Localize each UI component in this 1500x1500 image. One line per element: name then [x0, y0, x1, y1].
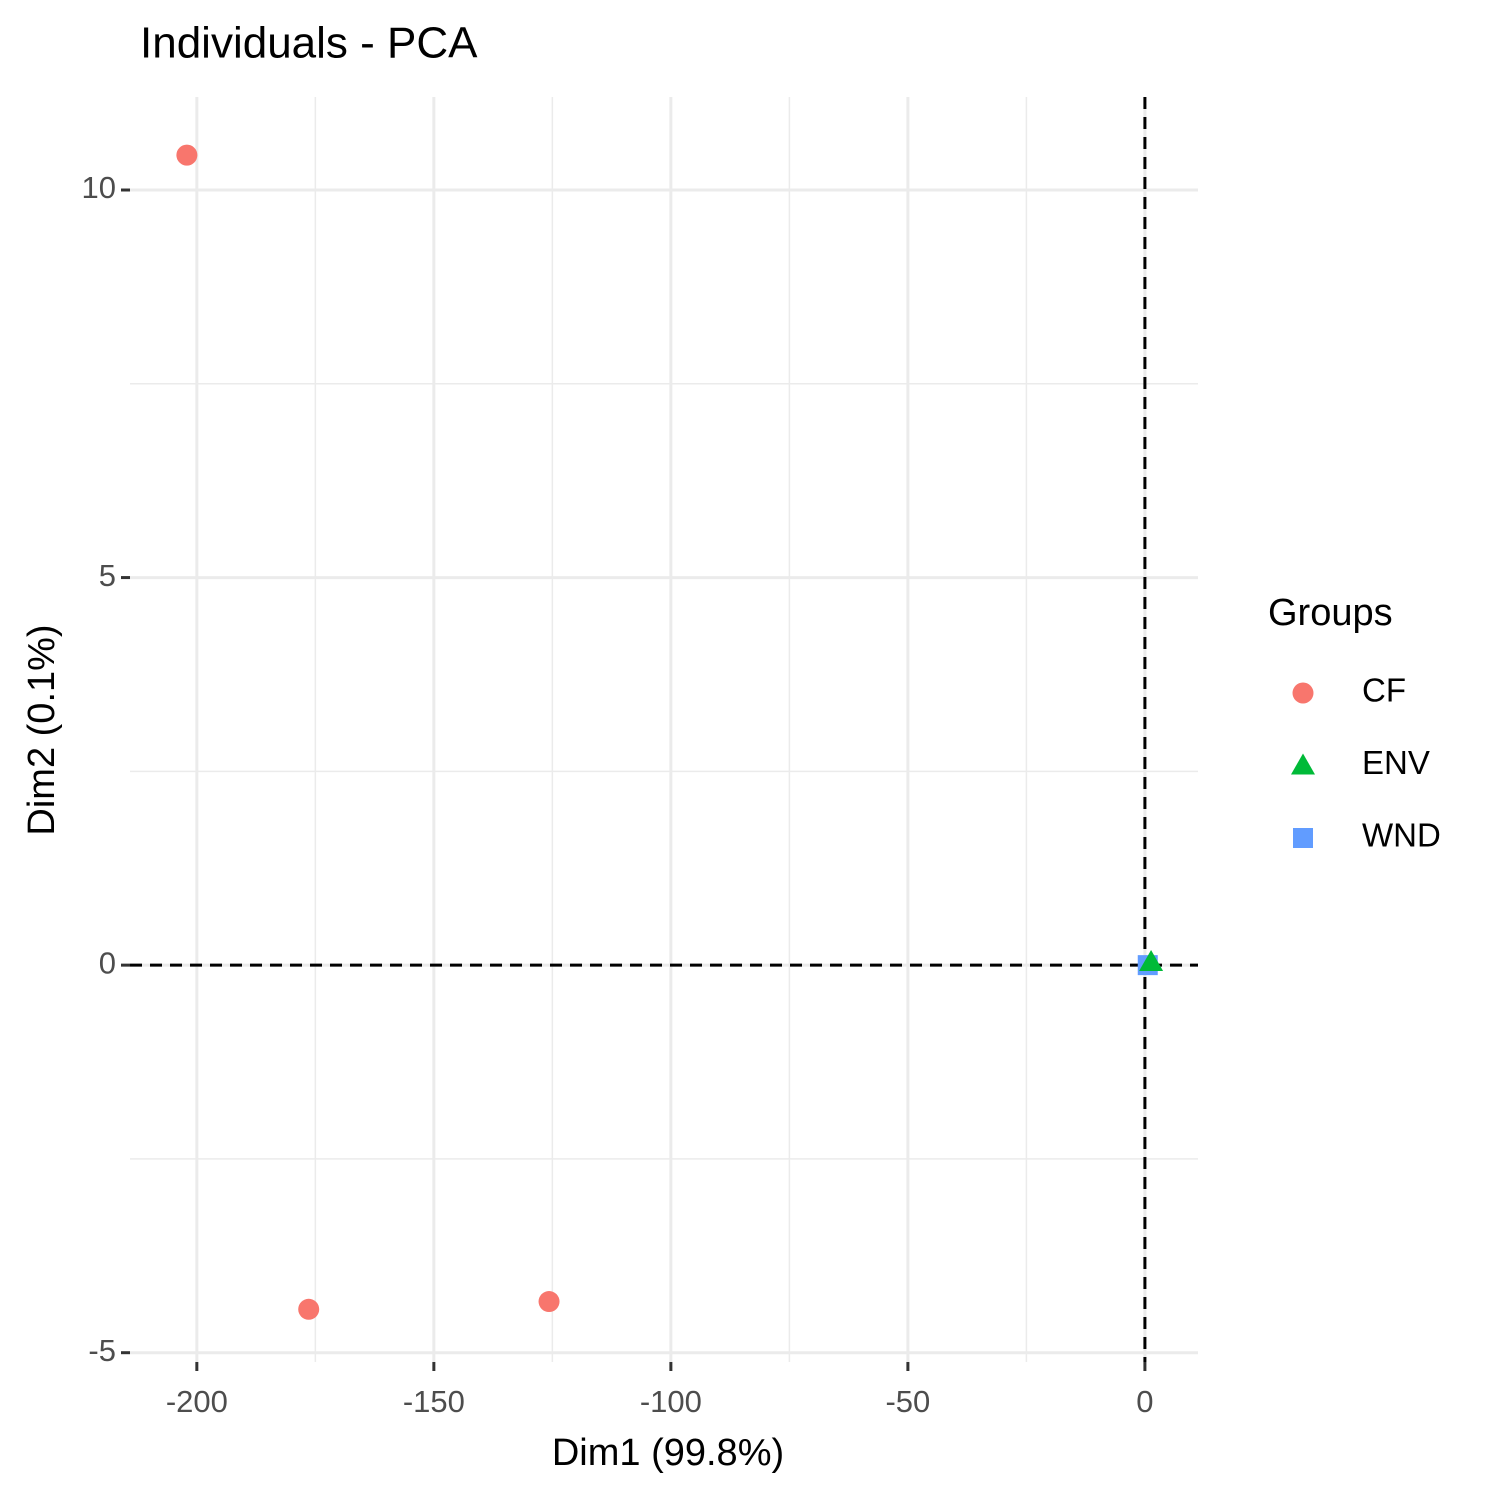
- point: [538, 1291, 560, 1313]
- point: [1139, 950, 1164, 972]
- y-tick-label: 5: [99, 558, 116, 593]
- point: [298, 1298, 320, 1320]
- legend-label: ENV: [1362, 744, 1430, 781]
- legend-title: Groups: [1268, 592, 1393, 634]
- legend-symbol: [1292, 682, 1314, 704]
- legend-label: WND: [1362, 817, 1441, 854]
- y-tick-label: 0: [99, 945, 116, 980]
- x-tick-label: -50: [885, 1384, 930, 1419]
- y-tick-label: -5: [88, 1333, 116, 1368]
- x-tick-label: -200: [166, 1384, 228, 1419]
- y-tick-label: 10: [82, 170, 116, 205]
- chart-title: Individuals - PCA: [140, 19, 478, 68]
- legend-symbol: [1293, 828, 1313, 848]
- x-axis-title: Dim1 (99.8%): [552, 1432, 784, 1474]
- legend-label: CF: [1362, 672, 1406, 709]
- x-tick-label: -100: [640, 1384, 702, 1419]
- x-tick-label: 0: [1136, 1384, 1153, 1419]
- point: [176, 144, 198, 166]
- legend-symbol: [1291, 753, 1315, 775]
- x-tick-label: -150: [403, 1384, 465, 1419]
- y-axis-title: Dim2 (0.1%): [21, 624, 63, 835]
